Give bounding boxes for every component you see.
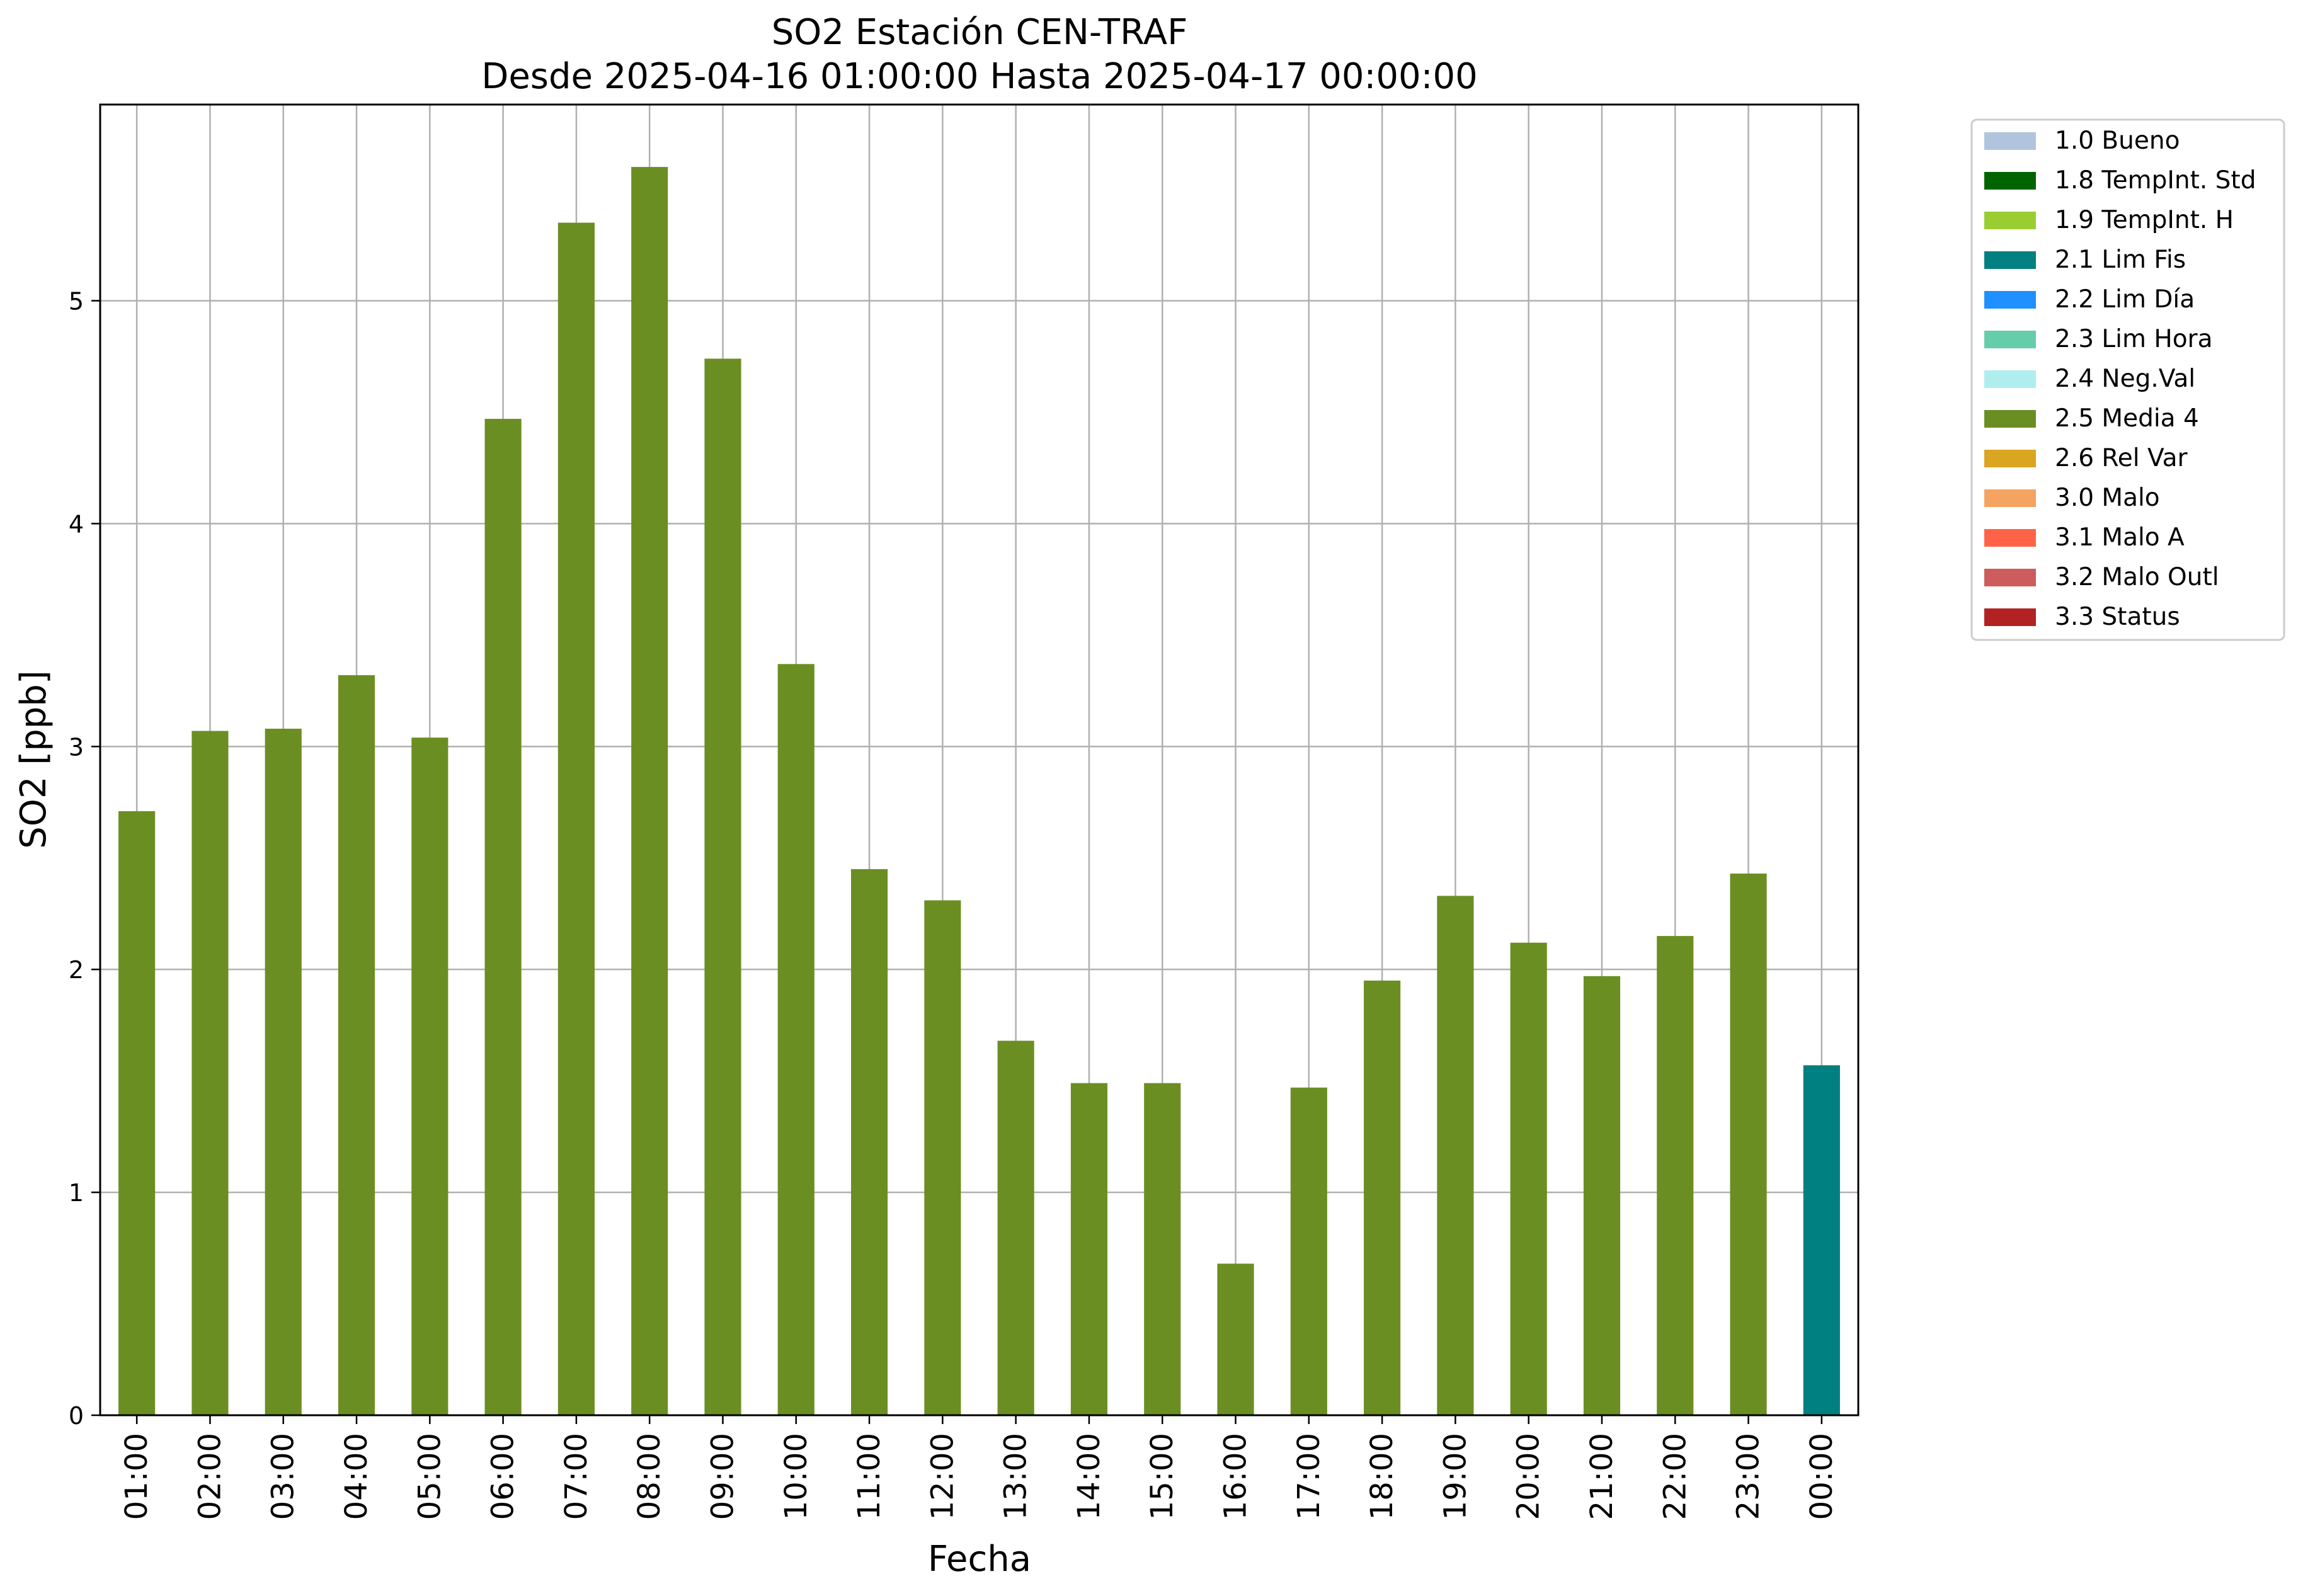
x-tick-label: 12:00 — [925, 1433, 960, 1520]
legend-label: 3.0 Malo — [2055, 484, 2160, 512]
y-tick-label: 3 — [69, 733, 84, 761]
legend-swatch — [1984, 450, 2036, 467]
bar-1700 — [1290, 1087, 1327, 1415]
x-tick-label: 22:00 — [1657, 1433, 1693, 1520]
legend-swatch — [1984, 608, 2036, 626]
legend-swatch — [1984, 370, 2036, 388]
legend-label: 2.6 Rel Var — [2055, 444, 2188, 472]
x-tick-label: 15:00 — [1145, 1433, 1180, 1520]
bar-1900 — [1437, 896, 1474, 1415]
x-tick-label: 21:00 — [1584, 1433, 1620, 1520]
bar-2100 — [1583, 976, 1621, 1415]
bar-1500 — [1144, 1083, 1181, 1415]
legend-label: 2.3 Lim Hora — [2055, 325, 2213, 353]
bar-1000 — [777, 664, 814, 1415]
legend-swatch — [1984, 212, 2036, 229]
x-tick-label: 01:00 — [119, 1433, 154, 1520]
legend-label: 3.2 Malo Outl — [2055, 563, 2219, 591]
legend-swatch — [1984, 489, 2036, 507]
x-tick-label: 02:00 — [192, 1433, 227, 1520]
x-tick-label: 08:00 — [632, 1433, 667, 1520]
bar-1200 — [924, 900, 961, 1415]
x-tick-label: 07:00 — [559, 1433, 594, 1520]
y-tick-label: 2 — [69, 956, 84, 984]
x-tick-label: 11:00 — [852, 1433, 887, 1520]
legend-swatch — [1984, 529, 2036, 547]
legend-swatch — [1984, 251, 2036, 269]
x-tick-label: 03:00 — [266, 1433, 301, 1520]
x-tick-label: 23:00 — [1731, 1433, 1766, 1520]
bars — [118, 167, 1840, 1416]
legend-label: 2.2 Lim Día — [2055, 285, 2195, 314]
x-tick-label: 10:00 — [779, 1433, 814, 1520]
x-axis: 01:00 02:00 03:00 04:00 05:00 06:00 07:00 08:00… — [119, 1415, 1839, 1520]
legend-swatch — [1984, 172, 2036, 190]
bar-0100 — [118, 811, 156, 1415]
bar-0600 — [484, 419, 522, 1415]
y-axis: 0 1 2 3 4 5 — [69, 287, 100, 1430]
y-tick-label: 5 — [69, 287, 84, 315]
x-tick-label: 17:00 — [1291, 1433, 1327, 1520]
legend-label: 1.8 TempInt. Std — [2055, 166, 2256, 195]
x-tick-label: 05:00 — [412, 1433, 447, 1520]
legend-label: 1.9 TempInt. H — [2055, 206, 2234, 234]
bar-2000 — [1510, 942, 1547, 1415]
x-tick-label: 14:00 — [1071, 1433, 1107, 1520]
legend-label: 3.1 Malo A — [2055, 523, 2185, 552]
y-axis-label: SO2 [ppb] — [13, 670, 54, 848]
bar-1100 — [850, 869, 888, 1415]
bar-1800 — [1364, 980, 1401, 1415]
legend-swatch — [1984, 132, 2036, 150]
y-tick-label: 1 — [69, 1179, 84, 1207]
legend-label: 2.5 Media 4 — [2055, 404, 2199, 433]
y-tick-label: 4 — [69, 510, 84, 538]
legend-label: 3.3 Status — [2055, 603, 2180, 631]
bar-0700 — [557, 222, 595, 1415]
legend-frame — [1970, 118, 2285, 641]
bar-1400 — [1070, 1083, 1108, 1415]
bar-0200 — [191, 731, 229, 1415]
legend-swatch — [1984, 291, 2036, 309]
legend-swatch — [1984, 569, 2036, 586]
bar-1300 — [997, 1040, 1034, 1415]
x-tick-label: 06:00 — [486, 1433, 521, 1520]
bar-0500 — [411, 738, 449, 1415]
x-tick-label: 16:00 — [1218, 1433, 1254, 1520]
bar-2300 — [1730, 873, 1767, 1415]
x-axis-label: Fecha — [928, 1539, 1031, 1580]
x-tick-label: 19:00 — [1437, 1433, 1473, 1520]
y-tick-label: 0 — [69, 1402, 84, 1430]
legend: 1.0 Bueno 1.8 TempInt. Std 1.9 TempInt. H 2… — [1970, 118, 2285, 641]
bar-0800 — [631, 167, 668, 1416]
legend-swatch — [1984, 410, 2036, 428]
bar-0900 — [704, 358, 741, 1415]
bar-1600 — [1217, 1263, 1254, 1415]
x-tick-label: 00:00 — [1804, 1433, 1839, 1520]
x-tick-label: 09:00 — [705, 1433, 740, 1520]
legend-items: 1.0 Bueno 1.8 TempInt. Std 1.9 TempInt. H 2… — [1984, 127, 2256, 631]
legend-label: 2.1 Lim Fis — [2055, 246, 2186, 274]
legend-label: 2.4 Neg.Val — [2055, 365, 2195, 393]
bar-0000 — [1803, 1065, 1840, 1415]
legend-label: 1.0 Bueno — [2055, 127, 2180, 155]
chart-subtitle: Desde 2025-04-16 01:00:00 Hasta 2025-04-… — [481, 56, 1478, 97]
x-tick-label: 18:00 — [1364, 1433, 1400, 1520]
x-tick-label: 20:00 — [1511, 1433, 1546, 1520]
bar-2200 — [1657, 936, 1694, 1415]
bar-0300 — [265, 728, 302, 1415]
x-tick-label: 04:00 — [339, 1433, 374, 1520]
bar-0400 — [338, 675, 375, 1415]
x-tick-label: 13:00 — [998, 1433, 1034, 1520]
plot-frame — [99, 103, 1860, 1416]
legend-swatch — [1984, 331, 2036, 348]
chart-title: SO2 Estación CEN-TRAF — [772, 12, 1188, 53]
